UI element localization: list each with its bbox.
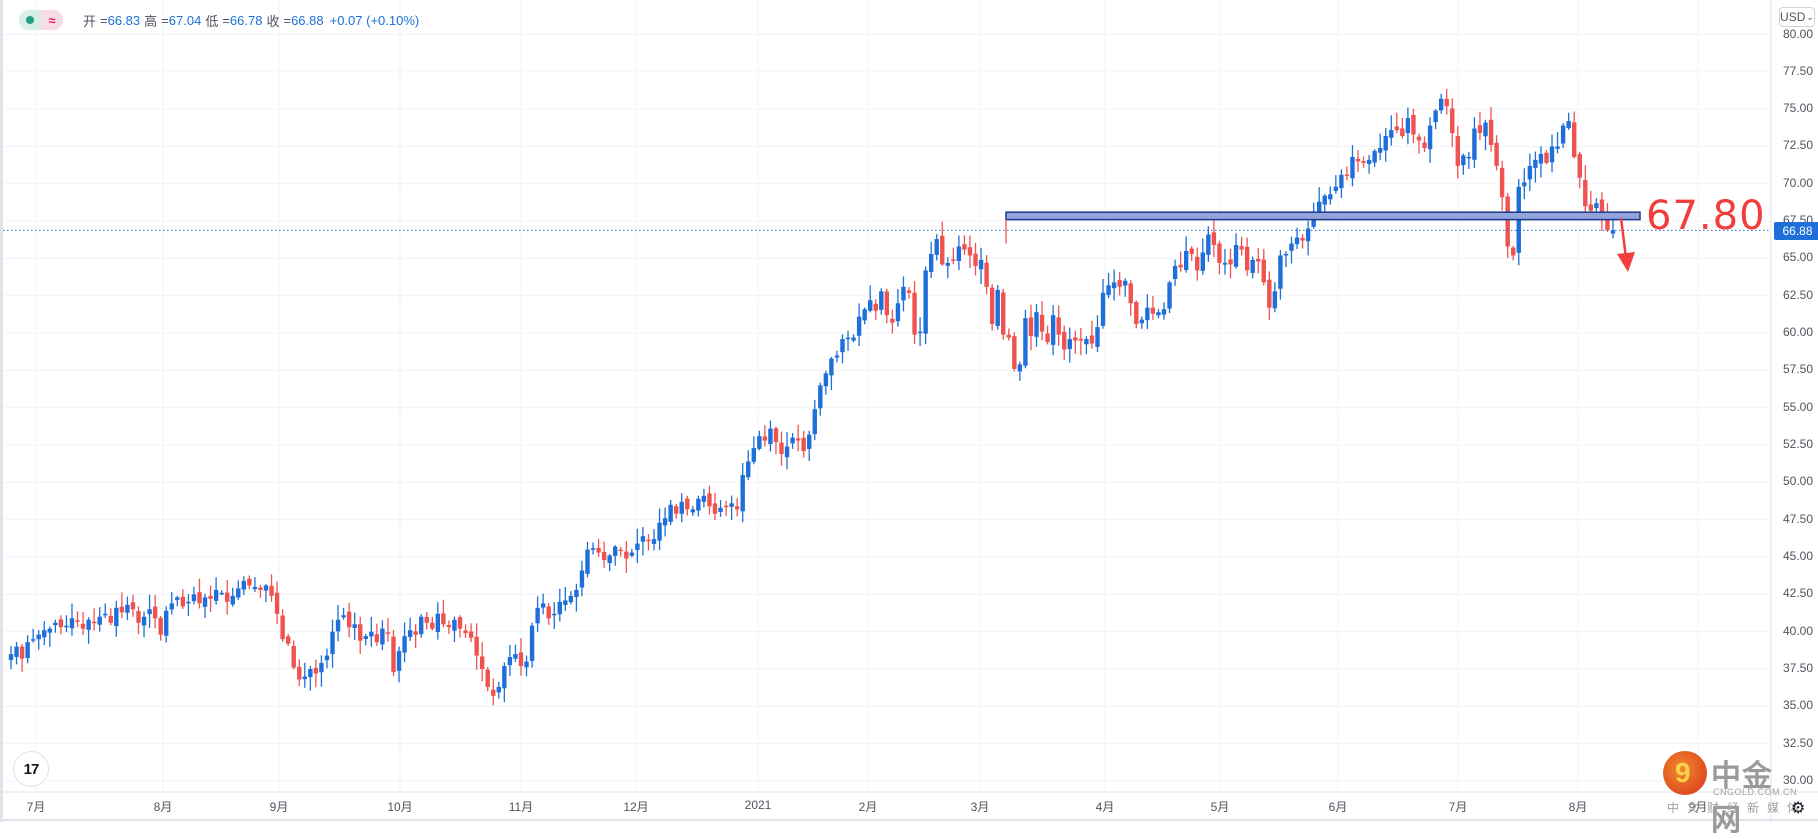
- green-dot-icon: [19, 10, 41, 30]
- price-axis-label: 55.00: [1783, 399, 1814, 414]
- price-axis-label: 35.00: [1783, 698, 1814, 713]
- time-axis-label: 7月: [1448, 800, 1468, 814]
- price-axis-label: 57.50: [1783, 362, 1814, 377]
- gear-icon[interactable]: ⚙: [1791, 800, 1806, 817]
- time-axis-label: 8月: [153, 800, 173, 814]
- time-axis-label: 4月: [1095, 800, 1115, 814]
- open-value: 66.83: [107, 12, 141, 28]
- watermark-site: CNGOLD.COM.CN: [1713, 787, 1798, 797]
- series-status-pill[interactable]: ≈: [19, 10, 63, 30]
- change-value: +0.07 (+0.10%): [329, 12, 420, 28]
- low-label: 低: [205, 13, 219, 29]
- price-axis-label: 32.50: [1783, 735, 1814, 750]
- price-axis-label: 50.00: [1783, 474, 1814, 489]
- time-axis-label: 9月: [1688, 800, 1708, 814]
- chevron-down-icon: ⌄: [1806, 11, 1814, 22]
- price-axis-label: 37.50: [1783, 661, 1814, 676]
- time-axis-label: 3月: [970, 800, 990, 814]
- price-axis-label: 42.50: [1783, 586, 1814, 601]
- cngold-logo-icon: 9: [1663, 751, 1707, 795]
- time-axis-label: 8月: [1568, 800, 1588, 814]
- watermark-tagline: 中文财经新媒体: [1667, 801, 1808, 815]
- approx-icon: ≈: [41, 10, 63, 30]
- tradingview-logo-icon[interactable]: 17: [13, 751, 49, 787]
- high-value: 67.04: [168, 12, 202, 28]
- price-axis-label: 70.00: [1783, 175, 1814, 190]
- price-axis-label: 65.00: [1783, 250, 1814, 265]
- price-axis-label: 72.50: [1783, 138, 1814, 153]
- ohlc-legend: ≈ 开 = 66.83 高 = 67.04 低 = 66.78 收 = 66.88 +0.07 …: [19, 8, 419, 32]
- close-label: 收: [266, 13, 280, 29]
- last-price-tag: 66.88: [1774, 222, 1818, 240]
- time-axis-label: 2021: [744, 798, 772, 812]
- open-label: 开: [83, 13, 97, 29]
- price-axis-label: 40.00: [1783, 623, 1814, 638]
- low-value: 66.78: [229, 12, 263, 28]
- price-axis-label: 60.00: [1783, 325, 1814, 340]
- price-axis-label: 30.00: [1783, 773, 1814, 787]
- time-axis-label: 6月: [1328, 800, 1348, 814]
- time-axis-label: 5月: [1210, 800, 1230, 814]
- price-axis-label: 47.50: [1783, 511, 1814, 526]
- candlestick-chart[interactable]: [3, 0, 1818, 822]
- resistance-level-label: 67.80: [1646, 193, 1766, 239]
- time-axis-label: 7月: [26, 800, 46, 814]
- time-axis-label: 12月: [623, 800, 649, 814]
- price-axis-label: 75.00: [1783, 101, 1814, 116]
- price-axis-label: 62.50: [1783, 287, 1814, 302]
- cngold-watermark: 9 中金网 CNGOLD.COM.CN 中文财经新媒体: [1663, 751, 1803, 838]
- time-axis-label: 9月: [269, 800, 289, 814]
- time-axis-label: 2月: [858, 800, 878, 814]
- close-value: 66.88: [291, 12, 324, 28]
- currency-label: USD: [1780, 10, 1806, 24]
- price-axis-label: 80.00: [1783, 26, 1814, 41]
- high-label: 高: [144, 13, 158, 29]
- time-axis-label: 10月: [387, 800, 413, 814]
- time-axis-label: 11月: [508, 800, 534, 814]
- price-axis-label: 52.50: [1783, 437, 1814, 452]
- currency-selector[interactable]: USD ⌄: [1779, 7, 1815, 27]
- price-axis-label: 45.00: [1783, 549, 1814, 564]
- price-axis-label: 77.50: [1783, 63, 1814, 78]
